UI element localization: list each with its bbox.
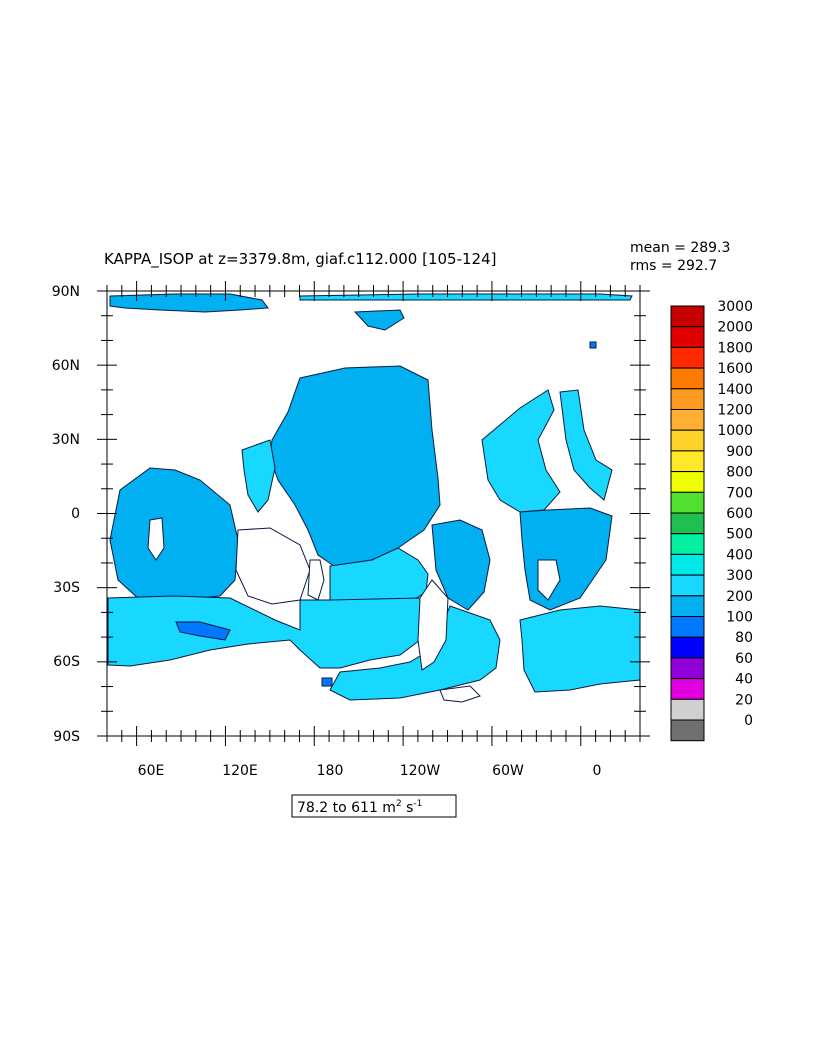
colorbar-swatch — [670, 553, 705, 576]
colorbar-label: 1000 — [717, 423, 753, 439]
x-axis-labels: 60E 120E 180 120W 60W 0 — [138, 763, 602, 779]
rms-label: rms = 292.7 — [630, 258, 717, 274]
ocean-field — [107, 293, 641, 701]
pacific-west-margin — [241, 439, 276, 513]
colorbar-label: 700 — [726, 485, 753, 501]
x-tick-0: 0 — [593, 763, 602, 779]
colorbar-swatch — [670, 346, 705, 369]
colorbar-label: 600 — [726, 506, 753, 522]
colorbar-label: 1600 — [717, 361, 753, 377]
colorbar-swatch — [670, 305, 705, 328]
colorbar-swatch — [670, 450, 705, 473]
y-axis-labels: 90N 60N 30N 0 30S 60S 90S — [52, 284, 80, 745]
colorbar-swatch — [670, 719, 705, 742]
arctic-island-sea — [353, 309, 405, 331]
range-exp2: -1 — [413, 799, 422, 809]
south-america — [417, 579, 449, 671]
colorbar-label: 3000 — [717, 299, 753, 315]
colorbar-label: 800 — [726, 465, 753, 481]
colorbar-label: 20 — [735, 692, 753, 708]
range-box: 78.2 to 611 m2 s-1 — [291, 794, 457, 818]
colorbar-swatch — [670, 512, 705, 535]
caribbean — [431, 519, 491, 611]
x-tick-120e: 120E — [222, 763, 258, 779]
colorbar-swatch — [670, 367, 705, 390]
range-text: 78.2 to 611 m2 s-1 — [297, 799, 422, 816]
colorbar-label: 40 — [735, 672, 753, 688]
tasman-deep — [175, 621, 231, 641]
indian-ocean — [109, 467, 239, 601]
southern-ocean-atlantic — [519, 605, 641, 693]
colorbar-label: 1800 — [717, 340, 753, 356]
colorbar-label: 2000 — [717, 320, 753, 336]
north-atlantic — [481, 389, 561, 513]
range-prefix: 78.2 to 611 m — [297, 800, 396, 816]
colorbar-swatch — [670, 574, 705, 597]
colorbar-label: 80 — [735, 630, 753, 646]
y-tick-60s: 60S — [53, 654, 80, 670]
colorbar-label: 300 — [726, 568, 753, 584]
colorbar-swatch — [670, 616, 705, 638]
new-zealand — [307, 559, 325, 601]
range-box-border — [291, 794, 457, 818]
colorbar-label: 900 — [726, 444, 753, 460]
y-tick-0: 0 — [71, 506, 80, 522]
x-tick-120w: 120W — [400, 763, 441, 779]
colorbar-label: 60 — [735, 651, 753, 667]
colorbar-label: 500 — [726, 527, 753, 543]
north-atlantic-east — [559, 389, 613, 501]
y-tick-90n: 90N — [52, 284, 80, 300]
map-title: KAPPA_ISOP at z=3379.8m, giaf.c112.000 [… — [104, 250, 496, 269]
colorbar-swatch — [670, 636, 705, 659]
y-tick-30s: 30S — [53, 580, 80, 596]
antarctic-peninsula — [439, 685, 481, 703]
australia — [235, 527, 311, 605]
colorbar-swatch — [670, 326, 705, 348]
range-exp1: 2 — [396, 799, 402, 809]
colorbar-swatch — [670, 388, 705, 410]
x-tick-180: 180 — [317, 763, 344, 779]
arctic-ocean-east — [299, 293, 633, 301]
colorbar-label: 1200 — [717, 403, 753, 419]
x-tick-60w: 60W — [492, 763, 524, 779]
map-plot-area — [97, 281, 650, 746]
colorbar-swatch — [670, 678, 705, 700]
colorbar-swatch — [670, 429, 705, 452]
small-deep-patch — [321, 677, 333, 687]
colorbar: 3000200018001600140012001000900800700600… — [670, 299, 753, 742]
colorbar-swatch — [670, 698, 705, 721]
colorbar-swatch — [670, 533, 705, 555]
arctic-ocean — [109, 293, 269, 313]
y-tick-90s: 90S — [53, 729, 80, 745]
colorbar-label: 400 — [726, 547, 753, 563]
land-masses — [147, 517, 561, 703]
x-tick-60e: 60E — [138, 763, 165, 779]
range-mid: s — [402, 800, 414, 816]
axis-ticks — [97, 281, 650, 746]
colorbar-label: 100 — [726, 610, 753, 626]
colorbar-swatch — [670, 409, 705, 431]
colorbar-label: 200 — [726, 589, 753, 605]
y-tick-60n: 60N — [52, 358, 80, 374]
mean-label: mean = 289.3 — [630, 240, 730, 256]
colorbar-label: 1400 — [717, 382, 753, 398]
colorbar-label: 0 — [744, 713, 753, 729]
southern-ocean — [107, 595, 431, 669]
colorbar-swatch — [670, 491, 705, 514]
y-tick-30n: 30N — [52, 432, 80, 448]
madagascar — [147, 517, 165, 561]
colorbar-swatch — [670, 595, 705, 617]
atlantic-deep-patch — [589, 341, 597, 349]
colorbar-swatch — [670, 471, 705, 493]
africa-tip — [537, 559, 561, 601]
colorbar-swatch — [670, 657, 705, 680]
